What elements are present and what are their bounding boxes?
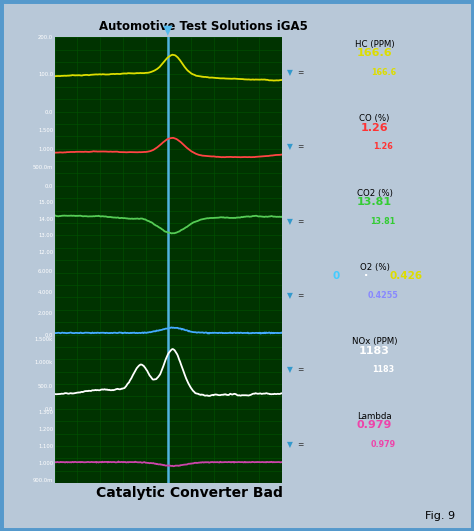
Text: 0.4255: 0.4255 (368, 291, 399, 300)
Text: CO (%): CO (%) (359, 114, 390, 123)
Text: 0.426: 0.426 (390, 271, 423, 281)
Text: ▼: ▼ (287, 291, 292, 300)
Text: ·: · (364, 271, 368, 281)
Text: ▼: ▼ (287, 440, 292, 449)
Text: 1.26: 1.26 (361, 123, 388, 133)
Text: ▼: ▼ (164, 23, 173, 36)
Text: 13.81: 13.81 (371, 217, 396, 226)
Text: =: = (298, 440, 304, 449)
Text: =: = (298, 365, 304, 374)
Text: 1.26: 1.26 (374, 142, 393, 151)
Text: ▼: ▼ (287, 217, 292, 226)
Text: HC (PPM): HC (PPM) (355, 40, 394, 49)
Text: 1183: 1183 (372, 365, 394, 374)
Text: 1183: 1183 (359, 346, 390, 356)
Text: O2 (%): O2 (%) (359, 263, 390, 272)
Text: Lambda: Lambda (357, 412, 392, 421)
Text: =: = (298, 68, 304, 77)
Text: =: = (298, 291, 304, 300)
Text: 166.6: 166.6 (371, 68, 396, 77)
Text: =: = (298, 142, 304, 151)
Text: 0.979: 0.979 (357, 420, 392, 430)
Text: 166.6: 166.6 (356, 48, 392, 58)
Text: 0.979: 0.979 (371, 440, 396, 449)
Text: ▼: ▼ (287, 142, 292, 151)
Text: ▼: ▼ (287, 365, 292, 374)
Text: Automotive Test Solutions iGA5: Automotive Test Solutions iGA5 (100, 20, 308, 33)
Text: ▼: ▼ (287, 68, 292, 77)
Text: CO2 (%): CO2 (%) (356, 189, 392, 198)
Text: NOx (PPM): NOx (PPM) (352, 337, 397, 346)
Text: Fig. 9: Fig. 9 (425, 511, 455, 521)
Text: Catalytic Converter Bad: Catalytic Converter Bad (96, 486, 283, 500)
Text: =: = (298, 217, 304, 226)
Text: 13.81: 13.81 (357, 197, 392, 207)
Text: 0: 0 (332, 271, 339, 281)
